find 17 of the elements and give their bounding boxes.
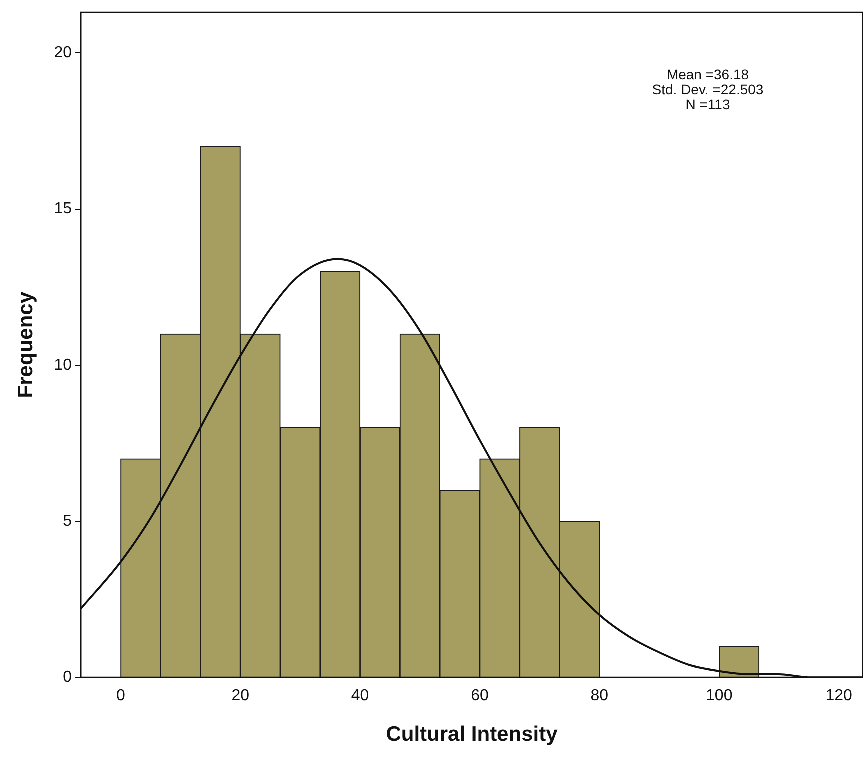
y-tick-label: 0 xyxy=(63,669,72,686)
x-tick-label: 20 xyxy=(232,688,250,705)
y-axis-title: Frequency xyxy=(14,292,38,398)
annotation: Std. Dev. =22.503 xyxy=(652,81,764,98)
x-tick-label: 80 xyxy=(590,688,609,705)
x-axis-title: Cultural Intensity xyxy=(386,723,558,746)
y-tick-label: 20 xyxy=(54,44,72,62)
annotation: N =113 xyxy=(686,96,730,112)
x-tick-label: 100 xyxy=(706,688,733,705)
x-tick-label: 40 xyxy=(351,688,370,705)
x-tick-label: 60 xyxy=(471,688,489,705)
x-tick-label: 120 xyxy=(826,688,853,705)
x-tick-label: 0 xyxy=(116,688,126,705)
y-tick-label: 10 xyxy=(54,356,72,374)
annotation: Mean =36.18 xyxy=(666,66,750,82)
y-tick-label: 15 xyxy=(54,200,72,218)
y-tick-label: 5 xyxy=(63,512,72,530)
